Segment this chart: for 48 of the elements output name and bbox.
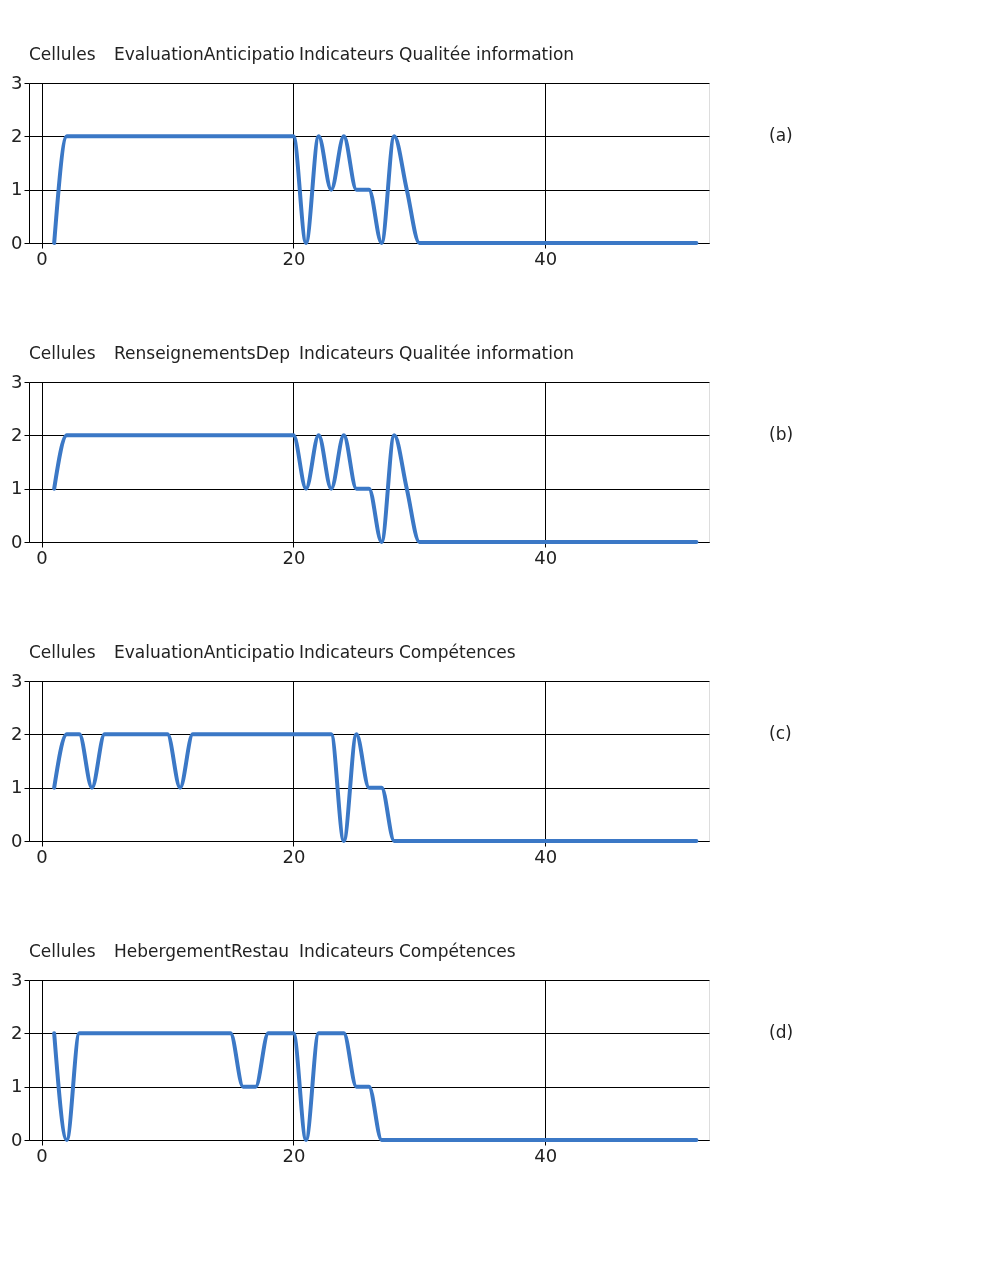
text: (d): [769, 1022, 794, 1043]
text: Qualitée information: [399, 44, 575, 64]
y-tick-label: 1: [11, 477, 23, 499]
x-tick-label: 40: [534, 1144, 558, 1166]
x-tick-label: 40: [534, 845, 558, 867]
y-tick-label: 3: [11, 669, 23, 691]
y-tick-label: 0: [11, 1128, 23, 1150]
y-tick-label: 0: [11, 231, 23, 253]
y-tick-label: 1: [11, 1075, 23, 1097]
x-tick-label: 0: [36, 1144, 48, 1166]
y-tick-label: 2: [11, 124, 23, 146]
y-tick-label: 3: [11, 71, 23, 93]
y-tick-label: 1: [11, 178, 23, 200]
text: Indicateurs: [299, 642, 394, 662]
y-tick-label: 3: [11, 968, 23, 990]
text: Compétences: [399, 941, 516, 961]
y-tick-label: 0: [11, 530, 23, 552]
text: Indicateurs: [299, 941, 394, 961]
text: EvaluationAnticipatio: [114, 642, 295, 662]
text: HebergementRestau: [114, 941, 290, 961]
text: (c): [769, 723, 792, 744]
text: Qualitée information: [399, 343, 575, 363]
y-tick-label: 2: [11, 722, 23, 744]
text: Cellules: [29, 941, 96, 961]
x-tick-label: 20: [282, 247, 306, 269]
x-tick-label: 0: [36, 247, 48, 269]
x-tick-label: 40: [534, 247, 558, 269]
text: Indicateurs: [299, 44, 394, 64]
text: EvaluationAnticipatio: [114, 44, 295, 64]
y-tick-label: 1: [11, 776, 23, 798]
text: Cellules: [29, 44, 96, 64]
x-tick-label: 0: [36, 845, 48, 867]
text: Indicateurs: [299, 343, 394, 363]
text: RenseignementsDep: [114, 343, 291, 363]
x-tick-label: 20: [282, 845, 306, 867]
y-tick-label: 0: [11, 829, 23, 851]
y-tick-label: 3: [11, 370, 23, 392]
text: Cellules: [29, 642, 96, 662]
y-tick-label: 2: [11, 423, 23, 445]
x-tick-label: 20: [282, 1144, 306, 1166]
text: (a): [769, 125, 793, 146]
text: Compétences: [399, 642, 516, 662]
x-tick-label: 40: [534, 546, 558, 568]
text: Cellules: [29, 343, 96, 363]
x-tick-label: 20: [282, 546, 306, 568]
text: (b): [769, 424, 794, 445]
x-tick-label: 0: [36, 546, 48, 568]
y-tick-label: 2: [11, 1021, 23, 1043]
